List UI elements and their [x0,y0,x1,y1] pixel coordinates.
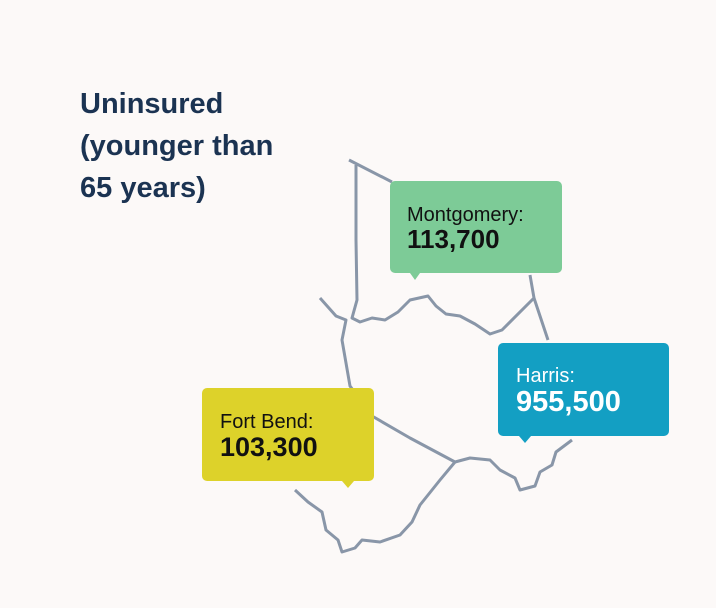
callout-label: Montgomery: [407,204,524,226]
callout-montgomery: Montgomery: 113,700 [390,181,562,280]
title-line: 65 years) [80,172,206,204]
montgomery-outline [348,158,550,341]
callout-harris: Harris: 955,500 [498,343,669,443]
callout-box [202,388,374,481]
callout-label: Fort Bend: [220,411,313,433]
callout-label: Harris: [516,365,575,387]
callout-box [498,343,669,436]
title-line: (younger than [80,130,273,162]
harris-outline [318,297,573,492]
county-outlines [293,158,573,554]
callout-value: 103,300 [220,432,318,462]
callout-pointer [342,481,354,488]
title-line: Uninsured [80,88,223,120]
callout-value: 955,500 [516,386,621,418]
callout-value: 113,700 [407,224,500,254]
fort-bend-outline [293,461,457,554]
callout-pointer [410,273,420,280]
callout-pointer [519,436,531,443]
callout-box [390,181,562,273]
callout-fort-bend: Fort Bend: 103,300 [202,388,374,488]
